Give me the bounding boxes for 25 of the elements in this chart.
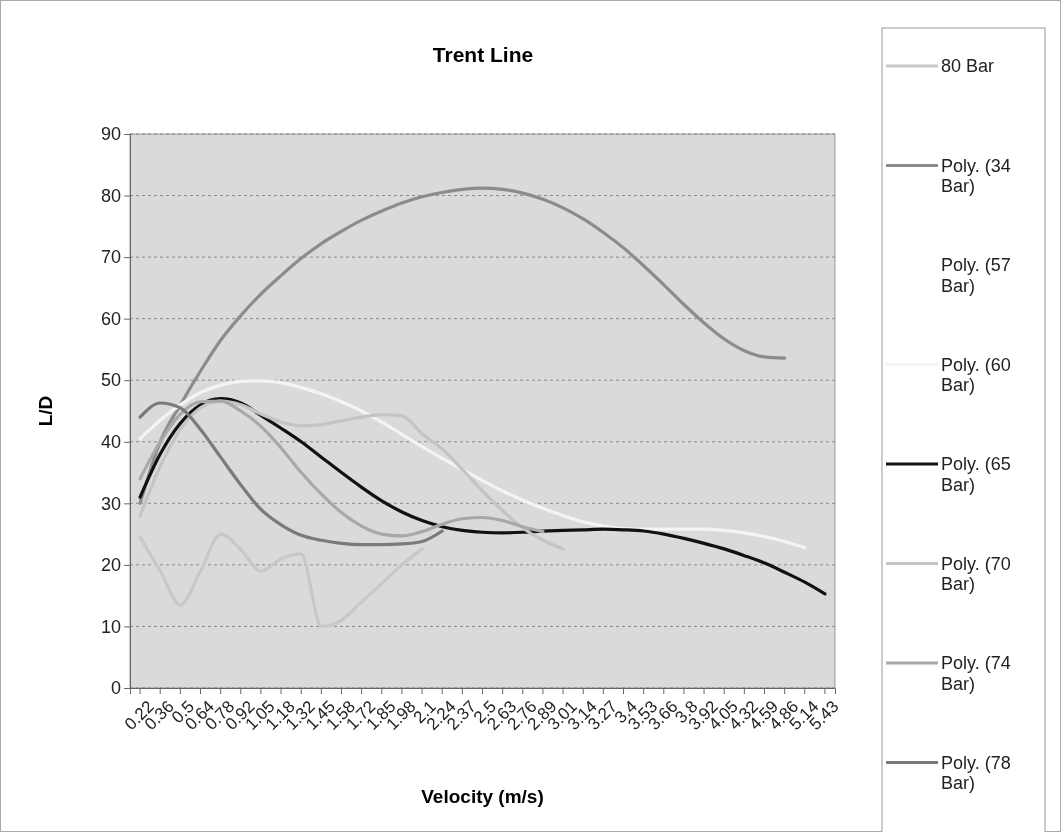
- line-series: [138, 379, 807, 550]
- line-series: [138, 532, 424, 629]
- legend-label: Poly. (70 Bar): [941, 553, 1011, 595]
- legend-label: Poly. (34 Bar): [941, 155, 1011, 197]
- legend-label: Poly. (74 Bar): [941, 653, 1011, 694]
- y-tick-label: 10: [100, 616, 121, 637]
- legend-label: Poly. (65 Bar): [941, 454, 1011, 495]
- legend-label: Poly. (78 Bar): [941, 752, 1011, 794]
- legend-label: 80 Bar: [941, 56, 995, 76]
- legend-label: Poly. (60 Bar): [941, 354, 1011, 396]
- y-tick-label: 0: [110, 678, 121, 699]
- line-series: [138, 397, 827, 596]
- y-tick-label: 40: [100, 432, 121, 453]
- y-tick-label: 80: [100, 185, 121, 206]
- y-tick-label: 30: [100, 493, 121, 514]
- y-tick-label: 20: [100, 555, 121, 576]
- y-tick-label: 70: [100, 247, 121, 268]
- y-tick-label: 60: [100, 308, 121, 329]
- chart-title: Trent Line: [432, 43, 534, 66]
- x-axis-title: Velocity (m/s): [421, 786, 544, 807]
- line-series: [138, 186, 787, 505]
- y-tick-label: 90: [100, 124, 121, 145]
- text: Poly. (57 Bar): [941, 255, 1011, 296]
- y-tick-label: 50: [100, 370, 121, 391]
- y-axis-title: L/D: [35, 395, 56, 427]
